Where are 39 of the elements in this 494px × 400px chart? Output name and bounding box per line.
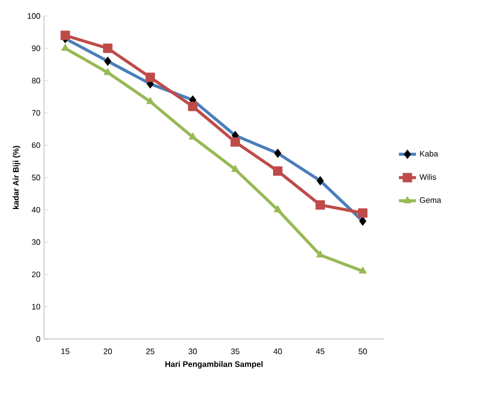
y-tick-label: 20: [32, 272, 40, 278]
x-tick-label: 30: [188, 348, 197, 354]
y-tick-label: 40: [32, 206, 40, 213]
x-tick-label: 20: [104, 348, 112, 354]
point: [358, 208, 368, 218]
point: [316, 200, 325, 210]
point: [188, 102, 198, 112]
point: [358, 266, 367, 274]
point: [103, 44, 112, 53]
x-tick-label: 15: [61, 348, 70, 354]
point: [146, 72, 155, 82]
legend-label: Kaba: [420, 150, 438, 157]
point: [274, 205, 282, 212]
point: [230, 137, 240, 147]
point: [104, 68, 112, 75]
y-tick-label: 50: [32, 174, 40, 180]
y-tick-label: 0: [36, 336, 40, 342]
y-tick-label: 100: [28, 13, 40, 19]
y-tick-label: 10: [32, 304, 40, 310]
x-tick-label: 25: [146, 348, 154, 354]
legend-label: Gema: [420, 197, 442, 203]
y-tick-label: 80: [32, 78, 40, 84]
y-axis-title: kadar Air Biji (%): [12, 146, 20, 209]
x-tick-label: 45: [316, 348, 324, 354]
x-tick-label: 50: [358, 348, 367, 354]
y-tick-label: 90: [32, 45, 40, 52]
point: [188, 132, 197, 140]
point: [61, 44, 70, 51]
x-axis-title: Hari Pengambilan Sampel: [165, 361, 263, 369]
point: [146, 96, 154, 104]
point: [231, 164, 240, 172]
point: [60, 30, 70, 40]
point: [273, 166, 282, 176]
x-tick-label: 35: [231, 348, 240, 354]
y-tick-label: 60: [32, 142, 40, 148]
x-tick-label: 40: [273, 348, 282, 354]
legend-label: Wilis: [420, 174, 436, 180]
y-tick-label: 30: [32, 239, 40, 245]
y-tick-label: 70: [32, 110, 40, 116]
